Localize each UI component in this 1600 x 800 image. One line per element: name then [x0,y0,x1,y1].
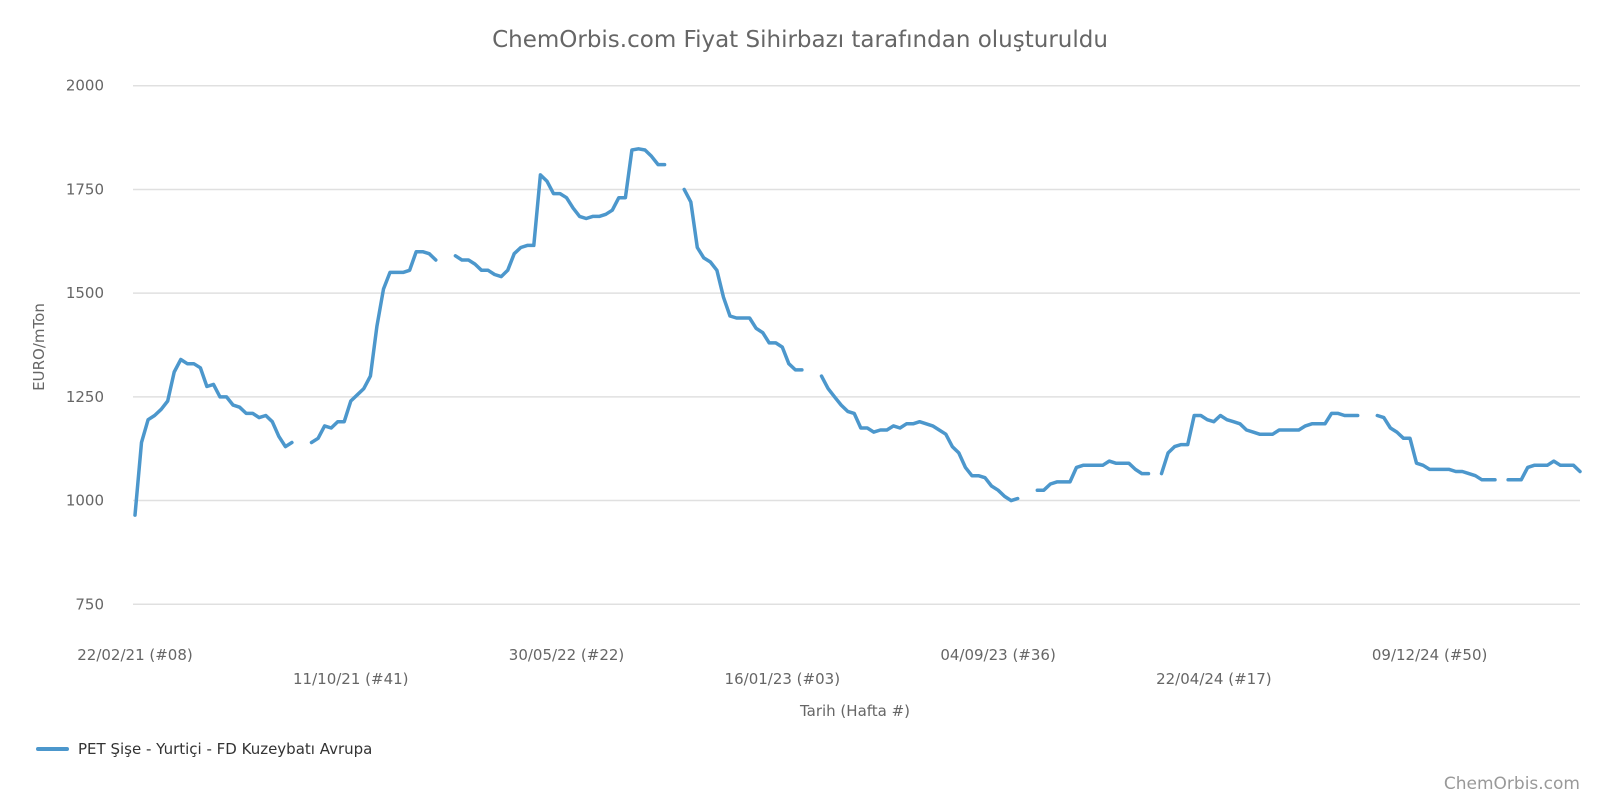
x-tick-label: 04/09/23 (#36) [940,646,1056,664]
y-tick-label: 1000 [66,492,104,510]
chart-title: ChemOrbis.com Fiyat Sihirbazı tarafından… [492,27,1108,53]
series-line[interactable] [133,147,1582,517]
x-tick-label: 30/05/22 (#22) [509,646,625,664]
x-tick-label: 22/04/24 (#17) [1156,670,1272,688]
credit-text[interactable]: ChemOrbis.com [1444,774,1580,794]
legend[interactable]: PET Şişe - Yurtiçi - FD Kuzeybatı Avrupa [36,740,372,758]
y-tick-label: 750 [75,595,104,613]
x-tick-label: 16/01/23 (#03) [725,670,841,688]
y-axis-label: EURO/mTon [30,303,48,391]
grid [133,84,1580,606]
x-axis-ticks: 22/02/21 (#08) 11/10/21 (#41) 30/05/22 (#2… [77,646,1487,688]
series-segment [309,249,438,445]
x-tick-label: 22/02/21 (#08) [77,646,193,664]
series-segment [682,187,804,372]
series-layer [133,147,1582,517]
series-segment [819,374,1020,503]
series-segment [453,147,667,279]
series-segment [1159,411,1360,476]
legend-label: PET Şişe - Yurtiçi - FD Kuzeybatı Avrupa [78,740,372,758]
y-tick-label: 1500 [66,284,104,302]
series-segment [1375,413,1497,482]
y-axis-ticks: 750 1000 1250 1500 1750 2000 [66,77,104,614]
series-segment [1506,459,1582,482]
x-tick-label: 11/10/21 (#41) [293,670,409,688]
x-tick-label: 09/12/24 (#50) [1372,646,1488,664]
series-segment [1035,459,1151,492]
series-segment [133,357,294,517]
y-tick-label: 2000 [66,77,104,95]
y-tick-label: 1250 [66,388,104,406]
y-tick-label: 1750 [66,180,104,198]
x-axis-label: Tarih (Hafta #) [799,702,910,720]
